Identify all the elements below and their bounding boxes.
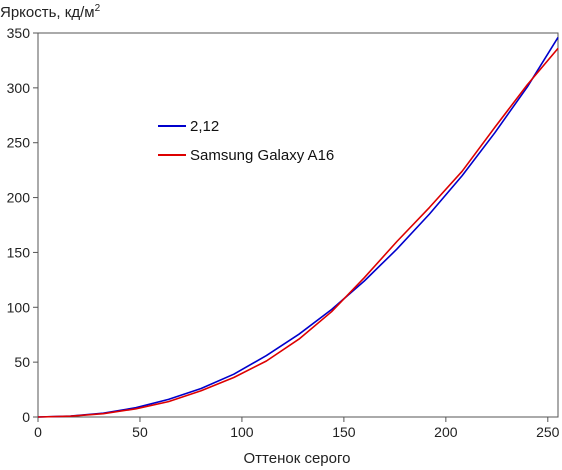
y-axis-title-superscript: 2 bbox=[95, 3, 101, 14]
legend-label-0: 2,12 bbox=[190, 118, 219, 135]
x-tick-label: 250 bbox=[536, 424, 560, 440]
series-line-0 bbox=[37, 36, 559, 418]
y-tick-label: 300 bbox=[7, 80, 31, 96]
y-axis-title: Яркость, кд/м2 bbox=[0, 3, 101, 21]
y-tick-label: 150 bbox=[7, 244, 31, 260]
x-tick-label: 150 bbox=[332, 424, 356, 440]
x-tick-label: 100 bbox=[230, 424, 254, 440]
y-tick-label: 350 bbox=[7, 25, 31, 41]
x-tick-label: 50 bbox=[132, 424, 148, 440]
y-tick-label: 200 bbox=[7, 190, 31, 206]
series-line-1 bbox=[37, 47, 559, 418]
x-tick-label: 0 bbox=[34, 424, 42, 440]
y-tick-label: 50 bbox=[14, 354, 30, 370]
x-tick-label: 200 bbox=[434, 424, 458, 440]
plot-frame bbox=[37, 32, 559, 418]
legend-label-1: Samsung Galaxy A16 bbox=[190, 147, 334, 164]
y-axis-title-text: Яркость, кд/м bbox=[0, 4, 95, 21]
x-axis-title: Оттенок серого bbox=[244, 450, 351, 467]
y-tick-label: 0 bbox=[22, 409, 30, 425]
y-tick-label: 250 bbox=[7, 135, 31, 151]
y-tick-label: 100 bbox=[7, 299, 31, 315]
